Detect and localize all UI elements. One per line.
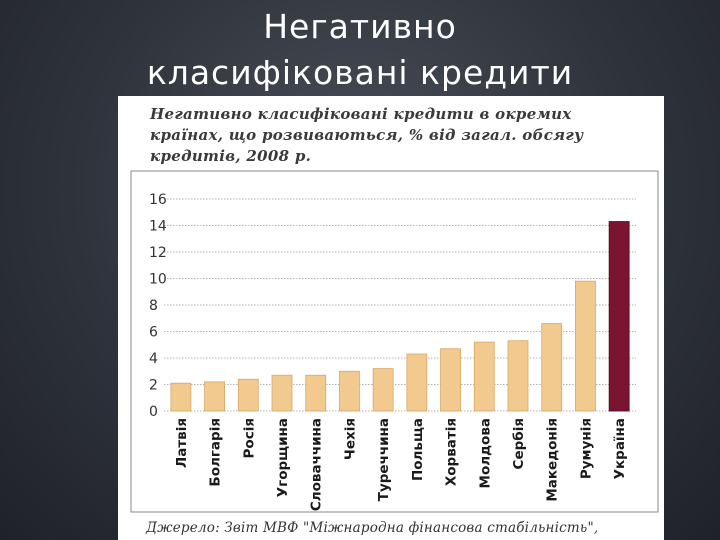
bar-6 — [339, 370, 360, 412]
category-label: Польща — [410, 418, 426, 481]
plot-frame — [130, 170, 659, 513]
category-label: Словаччина — [309, 418, 325, 511]
chart-panel — [118, 96, 664, 540]
y-tick-labels: 0 2 4 6 8 10 12 14 16 — [149, 192, 167, 420]
y-tick-label: 6 — [149, 325, 158, 341]
bars — [170, 221, 630, 412]
chart-title-line-3: кредитів, 2008 р. — [150, 147, 312, 165]
bar-8 — [406, 353, 428, 412]
chart-title-line-2: країнах, що розвиваються, % від загал. о… — [150, 126, 584, 144]
category-label: Угорщина — [275, 418, 291, 497]
category-label: Хорватія — [444, 418, 460, 486]
y-tick-label: 16 — [149, 192, 167, 208]
category-label: Молдова — [477, 418, 493, 488]
category-label: Росія — [241, 418, 257, 458]
category-label: Румунія — [578, 418, 594, 479]
bar-7 — [372, 368, 394, 412]
bar-5 — [305, 374, 327, 412]
bar-4 — [271, 374, 293, 412]
bar-3 — [237, 378, 259, 412]
y-tick-label: 8 — [149, 298, 158, 314]
source-note: Джерело: Звіт МВФ "Міжнародна фінансова … — [146, 520, 599, 536]
bar-13 — [575, 280, 596, 412]
bar-12 — [541, 323, 563, 412]
slide-title-line-2: класифіковані кредити — [146, 53, 574, 92]
chart-title-line-1: Негативно класифіковані кредити в окреми… — [150, 105, 572, 123]
category-label: Болгарія — [208, 418, 224, 487]
category-label: Туреччина — [376, 418, 392, 501]
slide-title: Негативно класифіковані кредити — [0, 4, 720, 96]
bar-2 — [204, 381, 225, 412]
slide-title-line-1: Негативно — [263, 7, 457, 46]
category-label: Македонія — [545, 418, 561, 502]
y-tick-label: 2 — [149, 378, 158, 394]
y-tick-label: 10 — [149, 272, 167, 288]
bar-10 — [473, 341, 495, 412]
gridlines — [164, 198, 636, 412]
bar-1 — [170, 382, 192, 412]
bar-11 — [507, 340, 529, 412]
category-label: Сербія — [511, 418, 527, 469]
category-label: Чехія — [342, 418, 358, 460]
y-tick-label: 12 — [149, 245, 167, 261]
category-label: Латвія — [174, 418, 190, 468]
bar-9 — [440, 348, 461, 412]
y-tick-label: 14 — [149, 219, 167, 235]
category-label: Україна — [612, 418, 628, 479]
category-labels: Латвія Болгарія Росія Угорщина Словаччина Чех… — [174, 418, 628, 511]
bar-14 — [608, 221, 630, 412]
y-tick-label: 0 — [149, 404, 158, 420]
chart-title: Негативно класифіковані кредити в окреми… — [150, 104, 650, 167]
y-tick-label: 4 — [149, 351, 158, 367]
